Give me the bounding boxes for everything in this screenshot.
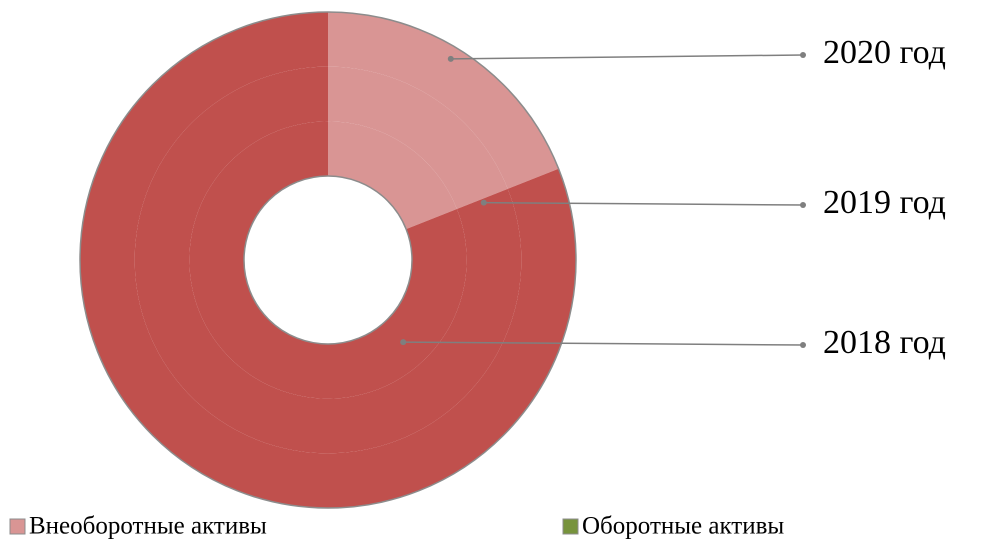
leader-line xyxy=(483,201,804,206)
series-label: 2018 год xyxy=(823,324,946,361)
segment xyxy=(328,12,559,189)
leader-dot xyxy=(800,342,806,348)
leader-line xyxy=(450,54,804,60)
legend-label: Внеоборотные активы xyxy=(29,513,267,540)
leader-dot xyxy=(480,199,487,206)
series-label: 2019 год xyxy=(823,184,946,221)
leader-line xyxy=(403,341,804,346)
leader-dot xyxy=(447,55,454,62)
legend-swatch xyxy=(9,518,26,535)
segment xyxy=(328,121,457,230)
segment xyxy=(328,66,508,209)
legend-swatch xyxy=(562,518,579,535)
leader-dot xyxy=(800,202,806,208)
leader-dot xyxy=(800,52,806,58)
outer-border xyxy=(79,11,577,509)
leader-dot xyxy=(400,339,407,346)
segment xyxy=(189,121,467,399)
series-label: 2020 год xyxy=(823,34,946,71)
legend-label: Оборотные активы xyxy=(582,513,784,540)
inner-border xyxy=(243,175,413,345)
